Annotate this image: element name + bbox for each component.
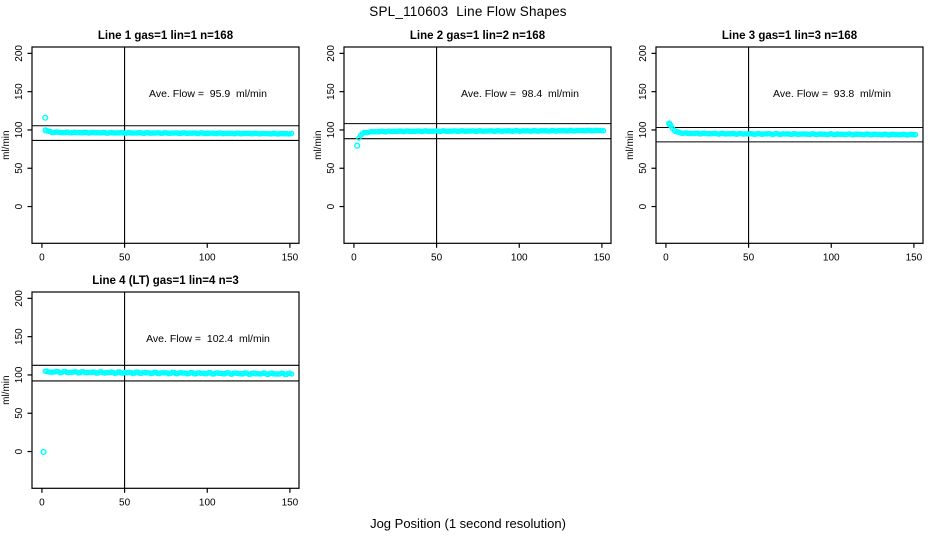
plot-box: [31, 291, 300, 489]
outlier-point-group: [40, 448, 47, 456]
outlier-point: [666, 121, 673, 128]
y-tick-label: 50: [14, 407, 25, 419]
subplot-title: Line 4 (LT) gas=1 lin=4 n=3: [92, 275, 238, 287]
outlier-point: [42, 114, 49, 121]
y-tick-label: 50: [14, 162, 25, 174]
x-tick-label: 100: [823, 252, 840, 263]
x-tick-label: 50: [431, 252, 443, 263]
data-point-series: [356, 127, 607, 141]
y-tick-label: 200: [14, 290, 25, 307]
y-axis-label: ml/min: [625, 130, 636, 159]
outlier-point: [40, 448, 47, 456]
y-tick-label: 200: [638, 45, 649, 62]
data-point-series: [668, 123, 919, 138]
y-tick-label: 100: [326, 121, 337, 138]
y-tick-label: 0: [14, 448, 25, 454]
avg-flow-annotation: Ave. Flow = 98.4 ml/min: [461, 88, 579, 100]
data-point-series: [44, 128, 295, 137]
x-tick-label: 150: [282, 497, 299, 508]
data-point: [288, 130, 295, 137]
plot-box: [343, 46, 612, 244]
x-tick-label: 100: [199, 252, 216, 263]
outlier-point: [42, 127, 49, 134]
x-tick-label: 0: [39, 497, 45, 508]
x-tick-label: 150: [282, 252, 299, 263]
x-tick-label: 50: [119, 497, 131, 508]
plot-box: [655, 46, 924, 244]
outlier-point-group: [42, 114, 49, 134]
y-tick-label: 200: [326, 45, 337, 62]
avg-flow-annotation: Ave. Flow = 95.9 ml/min: [149, 88, 267, 100]
x-tick-label: 50: [743, 252, 755, 263]
y-tick-label: 150: [326, 83, 337, 100]
y-tick-label: 100: [14, 121, 25, 138]
subplot-line-4-chart: Line 4 (LT) gas=1 lin=4 n=3 0 50 100 150 0 50 1…: [1, 275, 300, 508]
x-tick-label: 150: [594, 252, 611, 263]
y-tick-label: 0: [326, 203, 337, 209]
y-axis-label: ml/min: [1, 375, 12, 404]
x-tick-label: 50: [119, 252, 131, 263]
avg-flow-annotation: Ave. Flow = 102.4 ml/min: [146, 333, 270, 345]
x-axis-shared-label: Jog Position (1 second resolution): [370, 516, 566, 531]
data-point: [600, 127, 607, 134]
y-tick-label: 150: [638, 83, 649, 100]
x-tick-label: 150: [906, 252, 923, 263]
y-tick-label: 0: [638, 203, 649, 209]
x-tick-label: 100: [199, 497, 216, 508]
data-point: [288, 371, 295, 377]
y-tick-label: 200: [14, 45, 25, 62]
y-tick-label: 50: [638, 162, 649, 174]
y-tick-label: 100: [14, 366, 25, 383]
outlier-point: [354, 142, 361, 149]
y-tick-label: 100: [638, 121, 649, 138]
subplot-title: Line 1 gas=1 lin=1 n=168: [98, 30, 234, 42]
x-tick-label: 0: [39, 252, 45, 263]
outlier-point-group: [666, 120, 673, 128]
data-point: [912, 131, 919, 138]
y-tick-label: 150: [14, 328, 25, 345]
outlier-point-group: [354, 142, 361, 149]
main-title: SPL_110603 Line Flow Shapes: [369, 4, 567, 19]
x-tick-label: 100: [511, 252, 528, 263]
plot-box: [31, 46, 300, 244]
x-tick-label: 0: [663, 252, 669, 263]
y-tick-label: 0: [14, 203, 25, 209]
subplot-line-2-chart: Line 2 gas=1 lin=2 n=168 0 50 100 150 0 50 100 1…: [313, 30, 612, 263]
y-axis-label: ml/min: [1, 130, 12, 159]
subplot-title: Line 3 gas=1 lin=3 n=168: [722, 30, 858, 42]
avg-flow-annotation: Ave. Flow = 93.8 ml/min: [773, 88, 891, 100]
x-tick-label: 0: [351, 252, 357, 263]
y-axis-label: ml/min: [313, 130, 324, 159]
y-tick-label: 150: [14, 83, 25, 100]
subplot-line-3-chart: Line 3 gas=1 lin=3 n=168 0 50 100 150 0 50 100 1…: [625, 30, 924, 263]
subplot-line-1-chart: Line 1 gas=1 lin=1 n=168 0 50 100 150 0 50 100 1…: [1, 30, 300, 263]
subplot-title: Line 2 gas=1 lin=2 n=168: [410, 30, 546, 42]
y-tick-label: 50: [326, 162, 337, 174]
data-point-series: [42, 368, 295, 378]
